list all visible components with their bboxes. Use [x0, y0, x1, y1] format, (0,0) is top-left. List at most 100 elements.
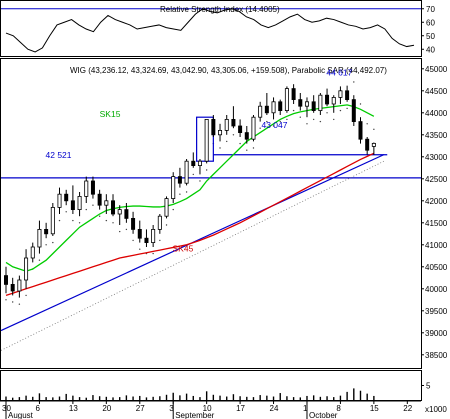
candle-body [37, 228, 42, 248]
price-tick-label: 44000 [425, 109, 448, 118]
candle-body [50, 206, 55, 235]
sar-dot [359, 103, 362, 105]
sar-dot [205, 169, 208, 171]
price-tick-label: 42500 [425, 175, 448, 184]
sar-dot [366, 123, 368, 125]
date-tick-label: 27 [136, 404, 145, 413]
candle-body [70, 200, 75, 211]
candle-body [211, 119, 216, 136]
candle-body [264, 105, 269, 114]
sar-dot [132, 239, 134, 242]
candle-body [218, 129, 223, 136]
sar-dot [306, 123, 308, 125]
date-tick-label: 1 [303, 404, 308, 413]
sar-dot [85, 208, 87, 211]
sar-dot [52, 241, 54, 244]
sar-dot [346, 107, 348, 110]
sar-dot [259, 127, 261, 129]
candle-body [117, 209, 122, 215]
sar-dot [72, 219, 74, 222]
candle-body [157, 215, 162, 230]
price-tick-label: 40500 [425, 263, 448, 272]
sar-dot [125, 228, 128, 231]
sar-dot [159, 239, 161, 242]
sar-dot [38, 259, 41, 261]
sar-dot [18, 303, 21, 305]
sar-dot [65, 211, 67, 213]
price-header: WIG (43,236.12, 43,324.69, 43,042.90, 43… [70, 66, 387, 75]
candle-body [144, 237, 149, 243]
sar-dot [226, 140, 228, 143]
date-tick-label: 22 [403, 404, 412, 413]
sar-dot [232, 134, 235, 136]
candle-body [238, 125, 243, 133]
month-label: September [175, 411, 214, 419]
volume-panel [0, 370, 422, 401]
price-tick-label: 39000 [425, 329, 448, 338]
sar-dot [58, 219, 61, 222]
sar-dot [5, 299, 7, 301]
candle-body [331, 97, 336, 105]
candle-body [365, 138, 370, 151]
level-label-43047: 43 047 [261, 120, 287, 130]
rsi-series [5, 8, 415, 53]
volume-axis: 5 [421, 382, 431, 391]
candle-body [304, 101, 309, 107]
rsi-tick-label: 40 [426, 45, 435, 54]
candle-body [224, 119, 229, 131]
sma45-label: SK45 [173, 243, 194, 253]
candle-body [251, 116, 256, 140]
sar-dot [219, 147, 221, 149]
sma45-line [5, 152, 375, 297]
rsi-line [5, 8, 415, 53]
price-tick-label: 42000 [425, 197, 448, 206]
candle-body [325, 94, 330, 105]
price-tick-label: 38500 [425, 351, 448, 360]
price-tick-label: 41500 [425, 219, 448, 228]
sar-dot [339, 109, 342, 112]
sar-dot [92, 204, 94, 206]
candle-body [284, 88, 289, 111]
candle-body [10, 283, 15, 292]
candle-body [271, 101, 276, 114]
price-tick-label: 43500 [425, 131, 448, 140]
rsi-title: Relative Strength Index (14.4005) [160, 5, 280, 14]
candle-body [44, 228, 49, 235]
date-tick-label: 6 [35, 404, 40, 413]
sar-dot [11, 301, 14, 303]
sar-dot [292, 109, 295, 112]
candle-body [164, 198, 169, 217]
sar-dot [139, 248, 141, 250]
date-tick-label: 15 [370, 404, 379, 413]
candle-body [77, 195, 82, 210]
sar-dot [172, 208, 174, 211]
candle-body [184, 160, 189, 184]
parabolic-sar [5, 81, 375, 305]
sma45-series [5, 152, 375, 297]
candle-body [137, 228, 142, 239]
rsi-axis: 70 60 50 40 [421, 5, 435, 54]
sar-dot [252, 147, 255, 149]
sar-dot [266, 120, 268, 123]
rsi-panel [0, 0, 422, 57]
rsi-tick-label: 50 [426, 32, 435, 41]
sar-dot [326, 112, 328, 114]
candle-body [64, 193, 69, 202]
candle-body [171, 176, 176, 200]
sar-dot [119, 230, 121, 233]
sar-dot [25, 294, 27, 297]
candle-body [244, 132, 249, 140]
date-axis: 30 6 13 20 27 3 10 17 24 1 8 15 22 August September Oct… [2, 401, 413, 419]
price-tick-label: 39500 [425, 307, 448, 316]
candle-body [298, 99, 303, 107]
candle-body [97, 193, 102, 206]
sar-dot [239, 142, 241, 145]
candle-body [24, 257, 29, 281]
volume-unit: x1000 [425, 405, 447, 414]
sar-dot [246, 149, 248, 151]
date-tick-label: 20 [102, 404, 111, 413]
candle-body [4, 275, 9, 285]
month-label: August [8, 411, 34, 419]
candle-body [371, 142, 376, 147]
candle-body [84, 180, 89, 197]
